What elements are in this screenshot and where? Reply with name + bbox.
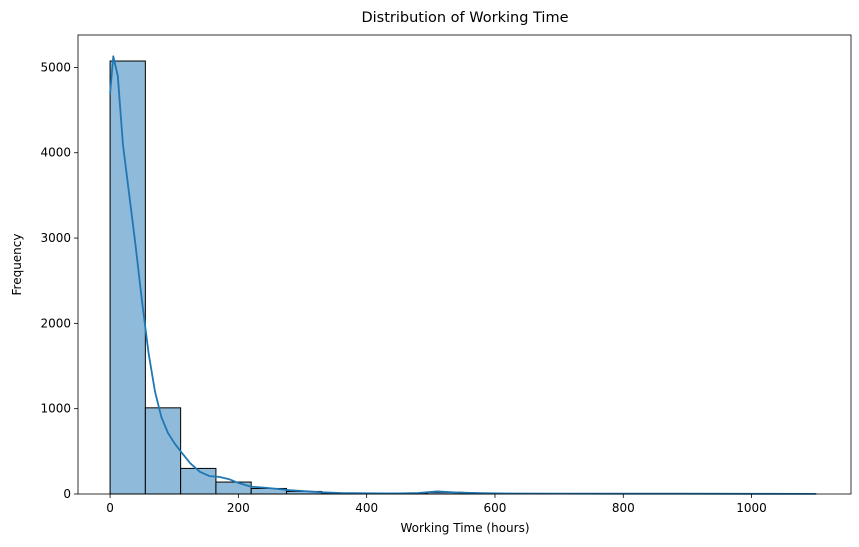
y-tick-label: 0 — [63, 487, 71, 501]
chart-title: Distribution of Working Time — [361, 10, 568, 26]
x-tick-label: 600 — [484, 501, 507, 515]
x-tick-label: 800 — [612, 501, 635, 515]
x-tick-label: 400 — [355, 501, 378, 515]
y-tick-label: 1000 — [40, 402, 71, 416]
y-tick-label: 5000 — [40, 60, 71, 74]
x-axis-ticks: 0 200 400 600 800 1000 — [106, 494, 767, 515]
y-tick-label: 4000 — [40, 146, 71, 160]
plot-frame — [77, 34, 852, 495]
y-axis-ticks: 0 1000 2000 3000 4000 5000 — [40, 60, 78, 501]
histogram-bar — [180, 467, 217, 495]
histogram-bar — [215, 481, 252, 495]
y-axis-label: Frequency — [10, 234, 24, 296]
x-axis-label: Working Time (hours) — [400, 521, 529, 535]
y-tick-label: 2000 — [40, 316, 71, 330]
y-tick-label: 3000 — [40, 231, 71, 245]
x-tick-label: 1000 — [736, 501, 767, 515]
histogram-bars — [109, 60, 817, 495]
x-tick-label: 0 — [106, 501, 114, 515]
kde-curve-group — [109, 55, 817, 495]
kde-line — [109, 55, 817, 495]
x-tick-label: 200 — [227, 501, 250, 515]
